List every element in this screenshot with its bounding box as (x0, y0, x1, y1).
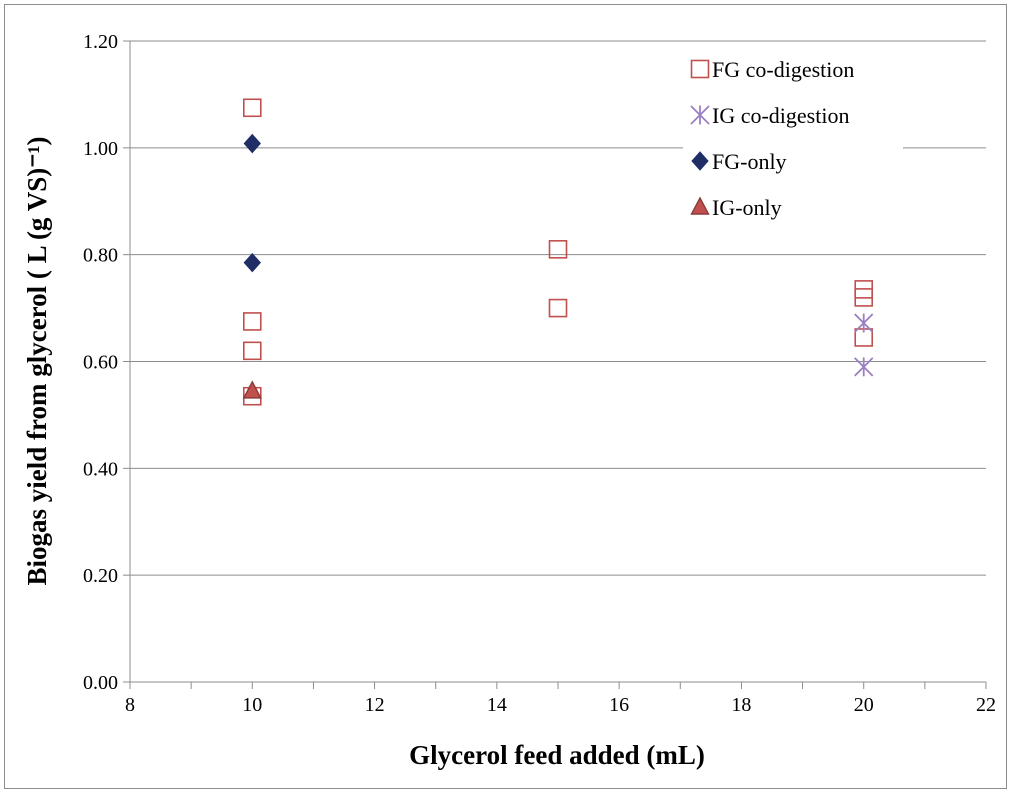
data-point (548, 240, 568, 259)
y-tick-label: 0.20 (83, 565, 118, 587)
x-tick-labels: 8 10 12 14 16 18 20 22 (125, 694, 996, 716)
y-tick-label: 0.80 (83, 245, 118, 267)
x-tick-label: 14 (487, 694, 507, 716)
legend-item: IG co-digestion (690, 103, 849, 128)
legend-item: IG-only (690, 195, 782, 220)
x-tick-label: 18 (731, 694, 751, 716)
data-point (242, 380, 262, 399)
data-point (854, 288, 874, 307)
data-points (242, 98, 874, 406)
x-tick-label: 20 (854, 694, 874, 716)
data-point (854, 313, 874, 333)
gridlines (130, 40, 986, 576)
y-tick-label: 1.00 (83, 138, 118, 160)
y-tick-label: 0.40 (83, 458, 118, 480)
y-tick-labels: 0.00 0.20 0.40 0.60 0.80 1.00 1.20 (83, 31, 118, 694)
legend-marker (690, 196, 710, 215)
data-point (243, 133, 261, 154)
y-axis-title: Biogas yield from glycerol ( L (g VS)⁻¹) (22, 136, 52, 585)
x-axis-title: Glycerol feed added (mL) (409, 740, 705, 770)
legend-marker (690, 59, 710, 79)
x-tick-label: 12 (365, 694, 385, 716)
y-tick-label: 0.00 (83, 672, 118, 694)
legend-marker (691, 151, 709, 171)
data-point (242, 312, 262, 331)
x-tick-label: 10 (242, 694, 262, 716)
legend-marker (690, 105, 710, 125)
data-point (854, 357, 874, 377)
x-tick-label: 16 (609, 694, 629, 716)
x-tick-label: 8 (125, 694, 135, 716)
x-tick-label: 22 (976, 694, 996, 716)
legend-label: IG-only (712, 195, 782, 220)
legend-item: FG-only (691, 149, 787, 174)
legend-label: FG-only (712, 149, 787, 174)
data-point (242, 341, 262, 361)
legend-label: IG co-digestion (712, 103, 849, 128)
data-point (242, 98, 262, 118)
data-point (243, 252, 261, 273)
legend-item: FG co-digestion (690, 57, 854, 82)
legend-label: FG co-digestion (712, 57, 854, 82)
y-tick-label: 0.60 (83, 352, 118, 374)
axes (123, 40, 987, 689)
data-point (548, 298, 568, 318)
y-tick-label: 1.20 (83, 31, 118, 53)
legend: FG co-digestion IG co-digestion FG-only IG-… (683, 50, 903, 245)
